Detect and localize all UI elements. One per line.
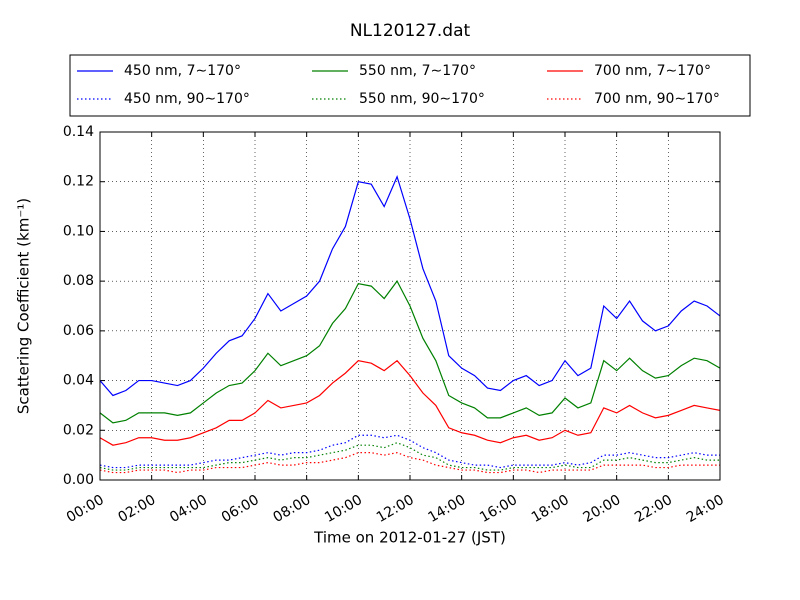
data-line [99, 452, 720, 474]
legend-label: 450 nm, 90∼170° [124, 91, 250, 107]
y-tick-label: 0.08 [63, 273, 94, 289]
data-line [99, 434, 720, 469]
y-tick-label: 0.02 [63, 422, 94, 438]
legend-label: 700 nm, 90∼170° [594, 91, 720, 107]
legend-label: 700 nm, 7∼170° [594, 63, 711, 79]
y-axis-label: Scattering Coefficient (km⁻¹) [15, 198, 33, 414]
data-line [99, 175, 721, 397]
legend-box [69, 54, 751, 117]
y-tick-label: 0.06 [63, 323, 94, 339]
legend-label: 450 nm, 7∼170° [124, 63, 241, 79]
y-tick-label: 0.14 [63, 124, 94, 140]
data-line [99, 359, 721, 446]
legend-label: 550 nm, 90∼170° [359, 91, 485, 107]
y-tick-label: 0.04 [63, 373, 94, 389]
y-tick-label: 0.00 [63, 472, 94, 488]
y-tick-label: 0.12 [63, 174, 94, 190]
data-line [99, 280, 721, 424]
plot-frame [99, 131, 721, 481]
chart-title: NL120127.dat [350, 21, 471, 41]
x-axis-label: Time on 2012-01-27 (JST) [313, 529, 506, 547]
y-tick-label: 0.10 [63, 223, 94, 239]
legend-label: 550 nm, 7∼170° [359, 63, 476, 79]
